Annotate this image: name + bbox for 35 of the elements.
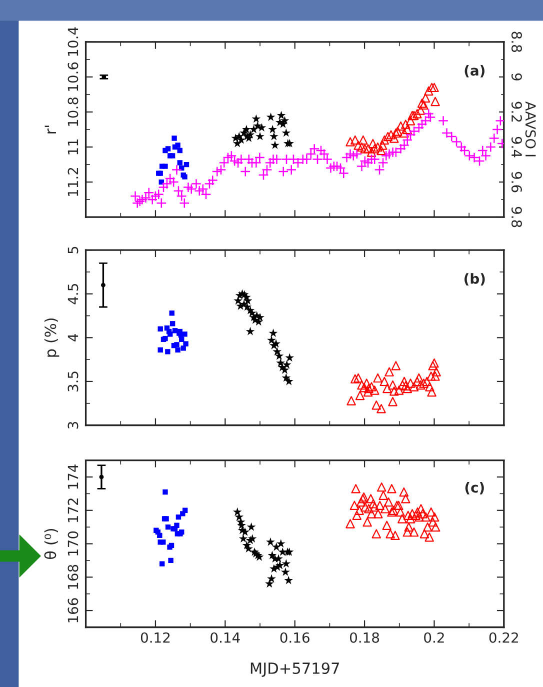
annotation: (c) (465, 482, 484, 494)
y2-tick-label: 9.2 (511, 102, 522, 122)
y-tick-label: 172 (68, 498, 78, 522)
y-tick-label: 5 (68, 246, 78, 254)
y-axis-title: θ (⁰) (44, 528, 58, 560)
y-tick-label: 4.5 (68, 284, 78, 304)
x-tick-label: 0.22 (489, 632, 518, 643)
y-axis-title: r' (44, 126, 56, 134)
x-tick-label: 0.12 (140, 632, 170, 643)
x-axis-title: MJD+57197 (250, 662, 339, 677)
annotation: (b) (464, 273, 485, 286)
x-tick-label: 0.2 (424, 632, 444, 643)
x-tick-label: 0.18 (350, 632, 380, 643)
y-tick-label: 166 (68, 598, 78, 622)
y2-tick-label: 9 (511, 73, 522, 80)
y2-tick-label: 9.4 (511, 136, 522, 158)
y2-axis-title: AAVSO I (525, 101, 536, 156)
y2-tick-label: 9.8 (511, 206, 522, 228)
x-tick-label: 0.14 (210, 632, 240, 643)
y-axis-title: p (%) (44, 318, 60, 357)
y2-tick-label: 9.6 (511, 172, 522, 192)
y-tick-label: 11.2 (68, 168, 78, 196)
y-tick-label: 4 (68, 334, 78, 342)
y-tick-label: 10.6 (68, 62, 78, 91)
y-tick-label: 174 (68, 464, 78, 489)
y-tick-label: 10.8 (68, 97, 78, 126)
x-tick-label: 0.16 (280, 632, 310, 643)
y-tick-label: 170 (68, 531, 78, 556)
y-tick-label: 3 (68, 422, 78, 429)
y-tick-label: 10.4 (68, 27, 78, 56)
annotation: (a) (464, 64, 484, 78)
y2-tick-label: 8.8 (511, 32, 522, 52)
y-tick-label: 3.5 (68, 372, 78, 392)
y-tick-label: 11 (68, 139, 78, 154)
y-tick-label: 168 (68, 564, 78, 589)
